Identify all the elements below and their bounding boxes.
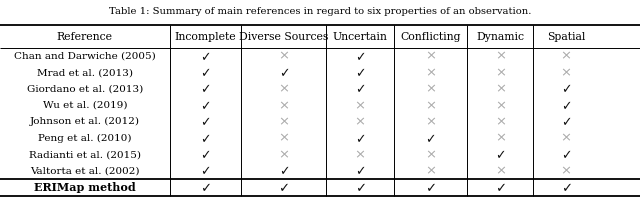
Text: $\checkmark$: $\checkmark$	[278, 164, 289, 178]
Text: Uncertain: Uncertain	[333, 31, 387, 42]
Text: $\checkmark$: $\checkmark$	[355, 66, 365, 79]
Text: $\times$: $\times$	[495, 50, 506, 63]
Text: $\checkmark$: $\checkmark$	[200, 83, 211, 96]
Text: Dynamic: Dynamic	[476, 31, 524, 42]
Text: $\checkmark$: $\checkmark$	[561, 83, 572, 96]
Text: Diverse Sources: Diverse Sources	[239, 31, 328, 42]
Text: $\times$: $\times$	[495, 115, 506, 128]
Text: $\checkmark$: $\checkmark$	[355, 164, 365, 178]
Text: $\checkmark$: $\checkmark$	[425, 132, 436, 145]
Text: Chan and Darwiche (2005): Chan and Darwiche (2005)	[14, 52, 156, 61]
Text: $\checkmark$: $\checkmark$	[355, 83, 365, 96]
Text: Table 1: Summary of main references in regard to six properties of an observatio: Table 1: Summary of main references in r…	[109, 7, 531, 16]
Text: Spatial: Spatial	[547, 31, 585, 42]
Text: Giordano et al. (2013): Giordano et al. (2013)	[27, 85, 143, 94]
Text: Conflicting: Conflicting	[400, 31, 461, 42]
Text: $\checkmark$: $\checkmark$	[200, 99, 211, 112]
Text: $\times$: $\times$	[425, 50, 436, 63]
Text: Reference: Reference	[57, 31, 113, 42]
Text: $\checkmark$: $\checkmark$	[278, 181, 289, 194]
Text: $\checkmark$: $\checkmark$	[561, 181, 572, 194]
Text: $\checkmark$: $\checkmark$	[425, 181, 436, 194]
Text: $\times$: $\times$	[425, 148, 436, 161]
Text: Johnson et al. (2012): Johnson et al. (2012)	[30, 117, 140, 126]
Text: $\times$: $\times$	[561, 164, 572, 178]
Text: $\checkmark$: $\checkmark$	[200, 50, 211, 63]
Text: $\checkmark$: $\checkmark$	[200, 66, 211, 79]
Text: $\times$: $\times$	[425, 66, 436, 79]
Text: $\times$: $\times$	[278, 132, 289, 145]
Text: $\times$: $\times$	[561, 50, 572, 63]
Text: $\times$: $\times$	[425, 115, 436, 128]
Text: $\times$: $\times$	[495, 83, 506, 96]
Text: $\times$: $\times$	[355, 99, 365, 112]
Text: Valtorta et al. (2002): Valtorta et al. (2002)	[30, 166, 140, 176]
Text: $\times$: $\times$	[495, 99, 506, 112]
Text: $\checkmark$: $\checkmark$	[200, 132, 211, 145]
Text: $\times$: $\times$	[278, 83, 289, 96]
Text: Incomplete: Incomplete	[175, 31, 236, 42]
Text: $\checkmark$: $\checkmark$	[200, 164, 211, 178]
Text: $\times$: $\times$	[425, 83, 436, 96]
Text: $\checkmark$: $\checkmark$	[495, 181, 506, 194]
Text: $\checkmark$: $\checkmark$	[495, 148, 506, 161]
Text: $\checkmark$: $\checkmark$	[355, 181, 365, 194]
Text: ERIMap method: ERIMap method	[34, 182, 136, 193]
Text: $\times$: $\times$	[278, 148, 289, 161]
Text: $\times$: $\times$	[495, 132, 506, 145]
Text: $\checkmark$: $\checkmark$	[200, 148, 211, 161]
Text: $\checkmark$: $\checkmark$	[561, 148, 572, 161]
Text: $\checkmark$: $\checkmark$	[355, 132, 365, 145]
Text: $\times$: $\times$	[278, 115, 289, 128]
Text: $\checkmark$: $\checkmark$	[355, 50, 365, 63]
Text: Radianti et al. (2015): Radianti et al. (2015)	[29, 150, 141, 159]
Text: $\times$: $\times$	[355, 115, 365, 128]
Text: $\times$: $\times$	[561, 66, 572, 79]
Text: Peng et al. (2010): Peng et al. (2010)	[38, 134, 132, 143]
Text: $\times$: $\times$	[278, 50, 289, 63]
Text: $\checkmark$: $\checkmark$	[200, 181, 211, 194]
Text: $\times$: $\times$	[495, 66, 506, 79]
Text: $\checkmark$: $\checkmark$	[278, 66, 289, 79]
Text: Wu et al. (2019): Wu et al. (2019)	[42, 101, 127, 110]
Text: $\times$: $\times$	[561, 132, 572, 145]
Text: $\times$: $\times$	[425, 99, 436, 112]
Text: $\times$: $\times$	[355, 148, 365, 161]
Text: $\times$: $\times$	[278, 99, 289, 112]
Text: $\times$: $\times$	[425, 164, 436, 178]
Text: $\checkmark$: $\checkmark$	[200, 115, 211, 128]
Text: $\checkmark$: $\checkmark$	[561, 99, 572, 112]
Text: $\times$: $\times$	[495, 164, 506, 178]
Text: $\checkmark$: $\checkmark$	[561, 115, 572, 128]
Text: Mrad et al. (2013): Mrad et al. (2013)	[37, 68, 133, 77]
